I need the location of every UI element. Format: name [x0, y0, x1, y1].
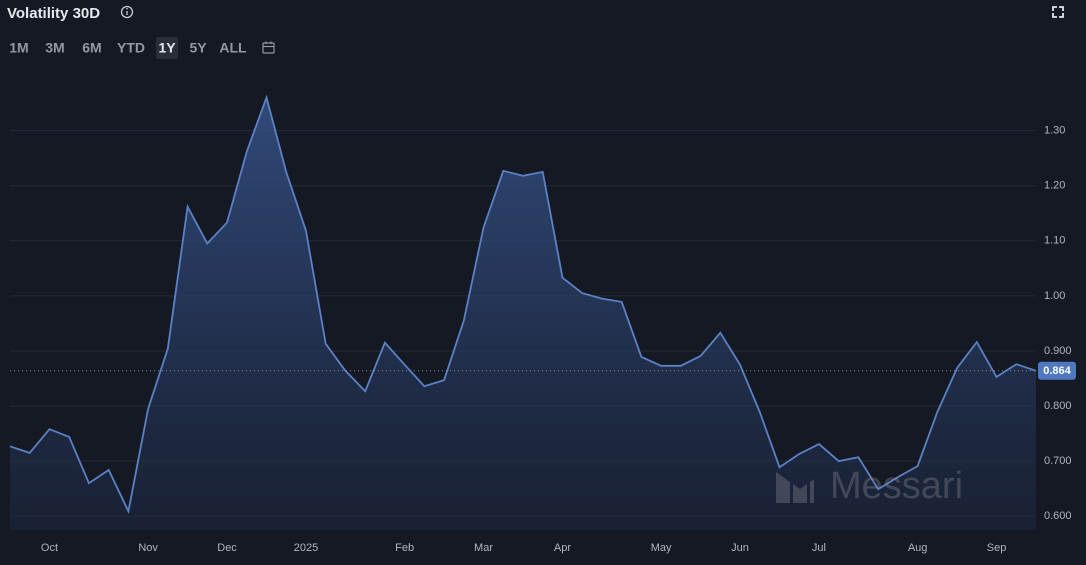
line	[9, 94, 1037, 515]
x-tick-label: Aug	[908, 542, 928, 554]
range-active-bg	[156, 37, 178, 59]
range-button[interactable]: 5Y	[189, 40, 207, 56]
range-button[interactable]: 6M	[82, 40, 101, 56]
x-tick-label: May	[651, 542, 672, 554]
y-tick-label: 1.30	[1044, 125, 1065, 137]
plot: 0.600 0.700 0.800 0.900 1.00 1.10 1.20 1.30 Oct N…	[9, 94, 1076, 554]
chart-title: Volatility 30D	[7, 5, 100, 22]
range-button[interactable]: ALL	[219, 40, 247, 56]
x-tick-label: Oct	[41, 542, 58, 554]
area-fill	[10, 97, 1036, 530]
watermark-text: Messari	[830, 465, 963, 507]
x-tick-label: Mar	[474, 542, 493, 554]
info-icon[interactable]	[120, 5, 134, 19]
x-tick-label: Dec	[217, 542, 237, 554]
y-tick-label: 0.700	[1044, 455, 1072, 467]
x-tick-label: Jun	[731, 542, 749, 554]
y-tick-label: 1.10	[1044, 235, 1065, 247]
fullscreen-icon[interactable]	[1052, 6, 1064, 18]
range-button[interactable]: 1Y	[158, 40, 176, 56]
range-button[interactable]: 3M	[45, 40, 64, 56]
x-tick-label: Nov	[138, 542, 158, 554]
range-button[interactable]: 1M	[9, 40, 28, 56]
x-tick-label: 2025	[294, 542, 318, 554]
y-tick-label: 0.600	[1044, 510, 1072, 522]
range-button[interactable]: YTD	[117, 40, 145, 56]
y-tick-label: 1.20	[1044, 180, 1065, 192]
watermark: Messari	[776, 465, 963, 507]
y-tick-label: 0.900	[1044, 345, 1072, 357]
x-tick-label: Sep	[987, 542, 1007, 554]
x-tick-label: Apr	[554, 542, 571, 554]
calendar-icon[interactable]	[262, 41, 275, 54]
x-tick-label: Jul	[812, 542, 826, 554]
current-value-label: 0.864	[1043, 365, 1071, 377]
y-tick-label: 0.800	[1044, 400, 1072, 412]
y-tick-label: 1.00	[1044, 290, 1065, 302]
current-value-badge	[1038, 361, 1076, 380]
x-tick-label: Feb	[395, 542, 414, 554]
